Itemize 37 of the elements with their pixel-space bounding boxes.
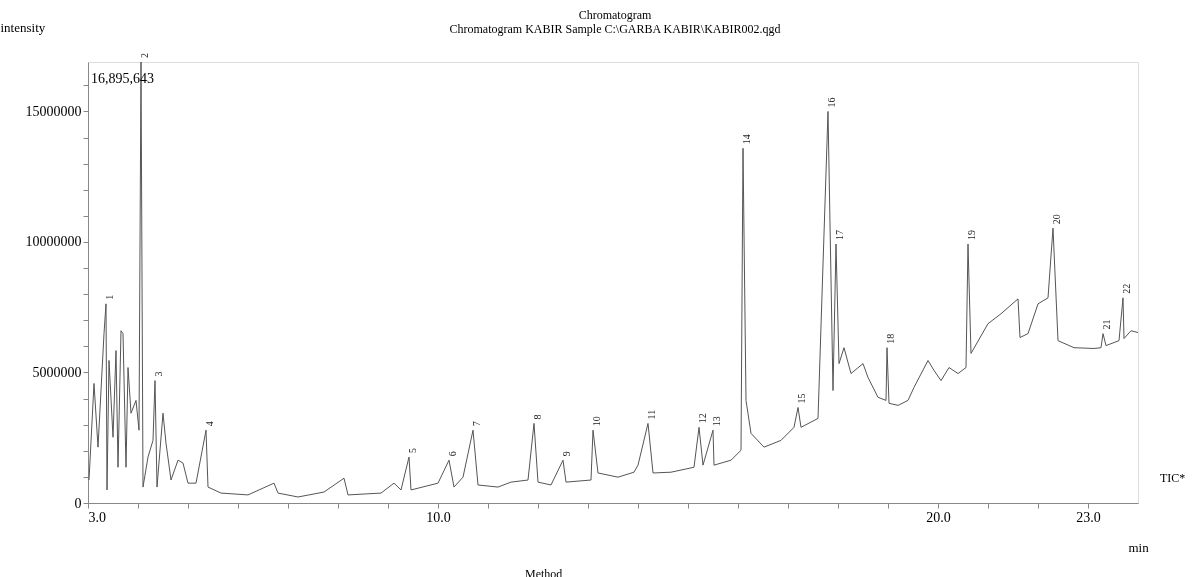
annotation: 9 [561, 451, 572, 457]
annotation: 7 [471, 421, 482, 427]
annotation: 1 [104, 294, 115, 300]
annotation: 10 [591, 416, 602, 427]
annotation: 15 [796, 393, 807, 404]
y-tick-label: 0 [74, 495, 82, 511]
x-tick-label: 10.0 [426, 509, 451, 525]
annotation: 12 [697, 413, 708, 424]
annotation: 14 [741, 134, 752, 145]
annotation: 5 [407, 448, 418, 454]
annotation: 18 [885, 333, 896, 344]
annotation: 3 [153, 371, 164, 377]
x-tick-label: 23.0 [1076, 509, 1101, 525]
annotation: 13 [711, 416, 722, 427]
annotation: 4 [204, 421, 215, 427]
y-tick-label: 5000000 [32, 364, 82, 380]
chart-subtitle: Chromatogram KABIR Sample C:\GARBA KABIR\KABIR002.qgd [449, 22, 781, 36]
y-tick-label: 10000000 [25, 234, 82, 250]
annotation: 22 [1121, 283, 1132, 294]
x-tick-label: 3.0 [88, 509, 106, 525]
y-tick-label: 15000000 [25, 103, 82, 119]
annotation: 11 [646, 409, 657, 420]
annotation: 6 [447, 451, 458, 457]
annotation: 16,895,643 [91, 71, 154, 86]
annotation: 17 [834, 230, 845, 241]
x-tick-label: 20.0 [926, 509, 951, 525]
y-axis-title: intensity [0, 19, 46, 35]
annotation: 2 [139, 53, 150, 58]
text: TIC* [1160, 471, 1186, 485]
line-series [88, 61, 1139, 498]
chart-title: Chromatogram [578, 8, 652, 22]
annotation: 21 [1101, 319, 1112, 330]
annotation: 8 [532, 414, 543, 420]
annotation: 16 [826, 97, 837, 108]
x-axis-title: min [1128, 539, 1150, 555]
annotation: 20 [1051, 214, 1062, 225]
annotation: 19 [966, 230, 977, 241]
